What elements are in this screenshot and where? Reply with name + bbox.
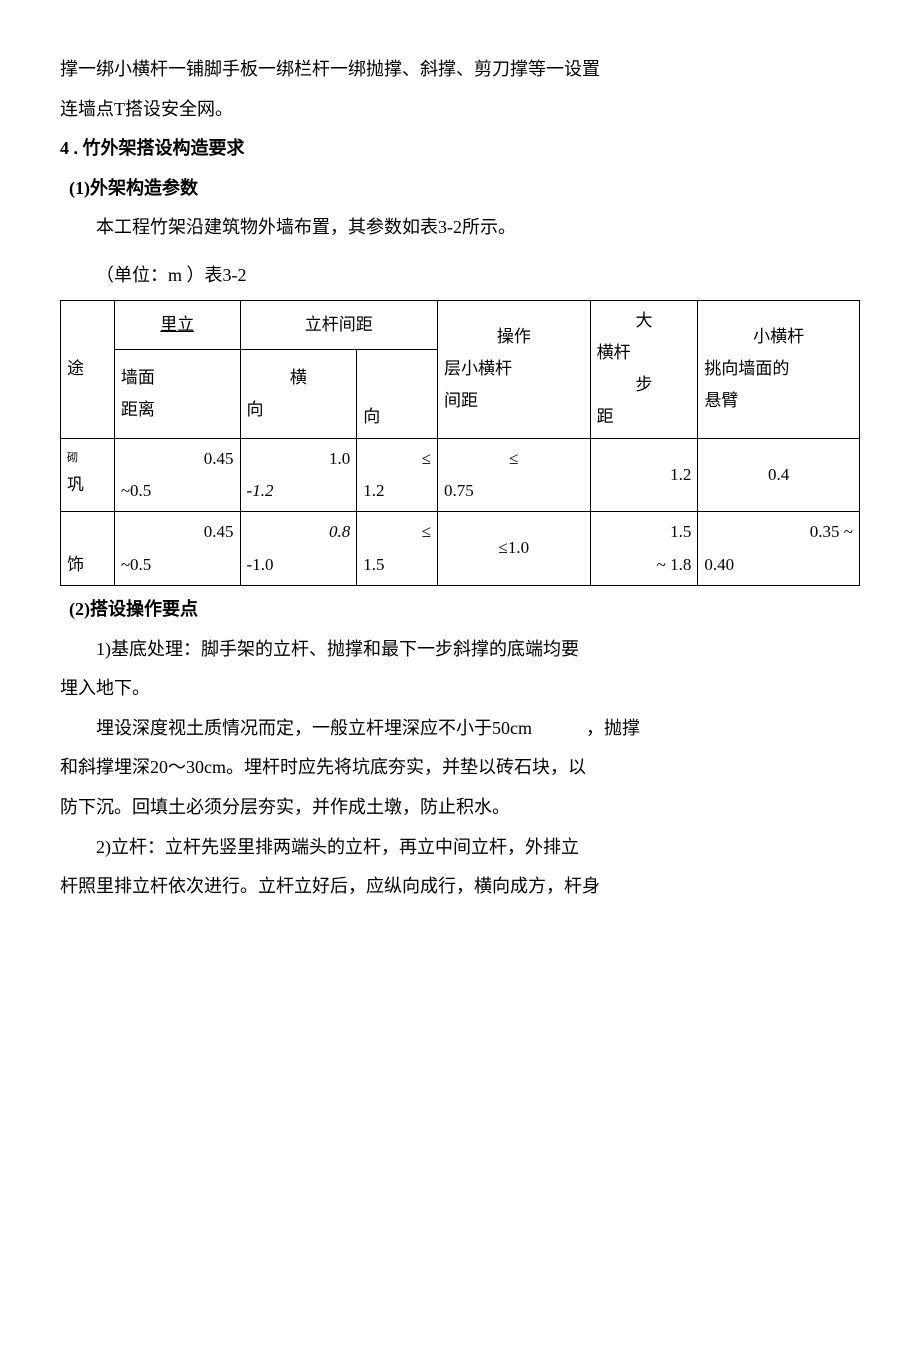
intro-line-2: 连墙点T搭设安全网。: [60, 90, 860, 130]
p-2-3-l1: 2)立杆：立杆先竖里排两端头的立杆，再立中间立杆，外排立: [60, 828, 860, 868]
r1-use: 砌 巩: [61, 438, 115, 512]
th-inner-pole: 里立: [114, 300, 240, 350]
r2-op: ≤1.0: [438, 512, 591, 586]
p-2-1-l1: 1)基底处理：脚手架的立杆、抛撑和最下一步斜撑的底端均要: [60, 630, 860, 670]
p-2-3-l2: 杆照里排立杆依次进行。立杆立好后，应纵向成行，横向成方，杆身: [60, 867, 860, 907]
section-4-2-title: (2)搭设操作要点: [60, 590, 860, 630]
r1-wall-dist: 0.45 ~0.5: [114, 438, 240, 512]
intro-line-1: 撑一绑小横杆一铺脚手板一绑栏杆一绑抛撑、斜撑、剪刀撑等一设置: [60, 50, 860, 90]
params-table: 途 里立 立杆间距 操作 层小横杆 间距 大 横杆 步 距 小横杆 挑向墙面的 …: [60, 300, 860, 586]
r1-small: 0.4: [698, 438, 860, 512]
r2-vert: ≤ 1.5: [357, 512, 438, 586]
th-horiz: 横 向: [240, 350, 357, 439]
r2-horiz: 0.8 -1.0: [240, 512, 357, 586]
p-2-2-l3: 防下沉。回填土必须分层夯实，并作成土墩，防止积水。: [60, 788, 860, 828]
r2-small: 0.35 ~ 0.40: [698, 512, 860, 586]
table-caption: （单位：m ）表3-2: [60, 256, 860, 296]
table-header-row-1: 途 里立 立杆间距 操作 层小横杆 间距 大 横杆 步 距 小横杆 挑向墙面的 …: [61, 300, 860, 350]
th-small-bar: 小横杆 挑向墙面的 悬臂: [698, 300, 860, 438]
r2-use: 饰: [61, 512, 115, 586]
section-4-1-text: 本工程竹架沿建筑物外墙布置，其参数如表3-2所示。: [60, 208, 860, 248]
table-row-1: 砌 巩 0.45 ~0.5 1.0 -1.2 ≤ 1.2 ≤ 0.75 1.2 …: [61, 438, 860, 512]
r1-horiz: 1.0 -1.2: [240, 438, 357, 512]
r2-wall-dist: 0.45 ~0.5: [114, 512, 240, 586]
p-2-2-l2: 和斜撑埋深20～30cm。埋杆时应先将坑底夯实，并垫以砖石块，以: [60, 748, 860, 788]
th-wall-dist: 墙面 距离: [114, 350, 240, 439]
r1-vert: ≤ 1.2: [357, 438, 438, 512]
th-big-bar: 大 横杆 步 距: [590, 300, 698, 438]
th-pole-spacing: 立杆间距: [240, 300, 437, 350]
p-2-2-l1: 埋设深度视土质情况而定，一般立杆埋深应不小于50cm，抛撑: [60, 709, 860, 749]
th-vert: 向: [357, 350, 438, 439]
section-4-1-title: (1)外架构造参数: [60, 169, 860, 209]
section-4-title: 4 . 竹外架搭设构造要求: [60, 129, 860, 169]
r2-big: 1.5 ~ 1.8: [590, 512, 698, 586]
r1-op: ≤ 0.75: [438, 438, 591, 512]
r1-big: 1.2: [590, 438, 698, 512]
th-use: 途: [61, 300, 115, 438]
th-operate: 操作 层小横杆 间距: [438, 300, 591, 438]
p-2-1-l2: 埋入地下。: [60, 669, 860, 709]
table-row-2: 饰 0.45 ~0.5 0.8 -1.0 ≤ 1.5 ≤1.0 1.5 ~ 1.…: [61, 512, 860, 586]
